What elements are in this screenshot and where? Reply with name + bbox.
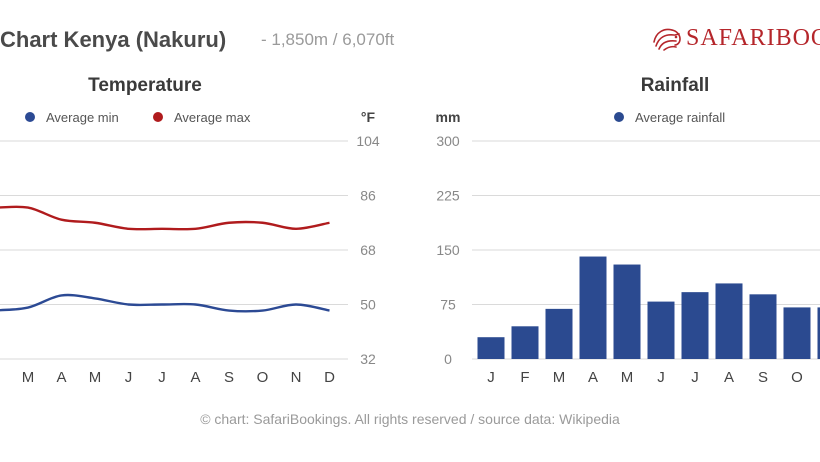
rainfall-bar — [579, 256, 607, 359]
temperature-legend-marker — [153, 112, 163, 122]
rainfall-y-tick-label: 0 — [444, 351, 452, 367]
rainfall-bar — [715, 283, 743, 359]
temperature-x-tick-label: J — [158, 369, 166, 386]
rainfall-x-tick-label: M — [621, 369, 634, 386]
rainfall-y-tick-label: 300 — [436, 133, 460, 149]
rainfall-x-tick-label: A — [724, 369, 734, 386]
temperature-legend-label: Average max — [174, 110, 251, 125]
page-title: Chart Kenya (Nakuru) — [0, 27, 227, 52]
temperature-x-tick-label: A — [56, 369, 66, 386]
temperature-y-tick-label: 50 — [360, 297, 376, 313]
rainfall-bar — [749, 294, 777, 359]
temperature-legend-marker — [25, 112, 35, 122]
rainfall-legend-marker — [614, 112, 624, 122]
rainfall-bar — [511, 326, 539, 359]
temperature-x-tick-label: D — [324, 369, 335, 386]
brand-logo: SAFARIBOOKINGS — [650, 22, 820, 56]
rainfall-bar — [545, 308, 573, 359]
rainfall-x-tick-label: F — [520, 369, 529, 386]
climate-charts: Temperature °F 104 86 68 50 32 Average min Avera… — [0, 75, 820, 386]
temperature-x-tick-label: A — [190, 369, 200, 386]
lion-head-icon — [653, 28, 681, 51]
rainfall-x-tick-label: J — [487, 369, 495, 386]
rainfall-x-tick-label: S — [758, 369, 768, 386]
rainfall-x-tick-label: A — [588, 369, 598, 386]
temperature-y-tick-label: 86 — [360, 188, 376, 204]
rainfall-x-tick-label: J — [657, 369, 665, 386]
rainfall-y-tick-label: 225 — [436, 188, 460, 204]
rainfall-x-tick-label: M — [553, 369, 566, 386]
rainfall-bar — [681, 292, 709, 359]
rainfall-bar — [647, 301, 675, 359]
temperature-y-tick-label: 32 — [360, 351, 376, 367]
temperature-x-tick-label: M — [89, 369, 102, 386]
source-credit: © chart: SafariBookings. All rights rese… — [200, 411, 620, 427]
temperature-series-line — [0, 205, 330, 231]
rainfall-y-tick-label: 75 — [440, 297, 456, 313]
chart-header: Chart Kenya (Nakuru) - 1,850m / 6,070ft … — [0, 0, 820, 75]
temperature-x-tick-label: M — [22, 369, 35, 386]
rainfall-legend-label: Average rainfall — [635, 110, 725, 125]
rainfall-axis-unit: mm — [436, 109, 461, 125]
temperature-x-tick-label: N — [291, 369, 302, 386]
brand-name: SAFARIBOOKINGS — [686, 25, 820, 51]
temperature-x-tick-label: O — [257, 369, 269, 386]
temperature-legend-label: Average min — [46, 110, 119, 125]
rainfall-x-tick-label: O — [791, 369, 803, 386]
temperature-y-tick-label: 68 — [360, 242, 376, 258]
page-subtitle: - 1,850m / 6,070ft — [261, 30, 395, 49]
temperature-x-tick-label: J — [125, 369, 133, 386]
rainfall-y-tick-label: 150 — [436, 242, 460, 258]
temperature-x-tick-label: S — [224, 369, 234, 386]
rainfall-x-tick-label: J — [691, 369, 699, 386]
rainfall-bar — [817, 307, 820, 359]
rainfall-chart-title: Rainfall — [641, 75, 710, 96]
temperature-chart-title: Temperature — [88, 75, 202, 96]
rainfall-bar — [613, 264, 641, 359]
rainfall-bar — [783, 307, 811, 359]
temperature-y-tick-label: 104 — [356, 133, 380, 149]
temperature-axis-unit: °F — [361, 109, 376, 125]
rainfall-bar — [477, 337, 505, 359]
temperature-series-line — [0, 293, 330, 313]
